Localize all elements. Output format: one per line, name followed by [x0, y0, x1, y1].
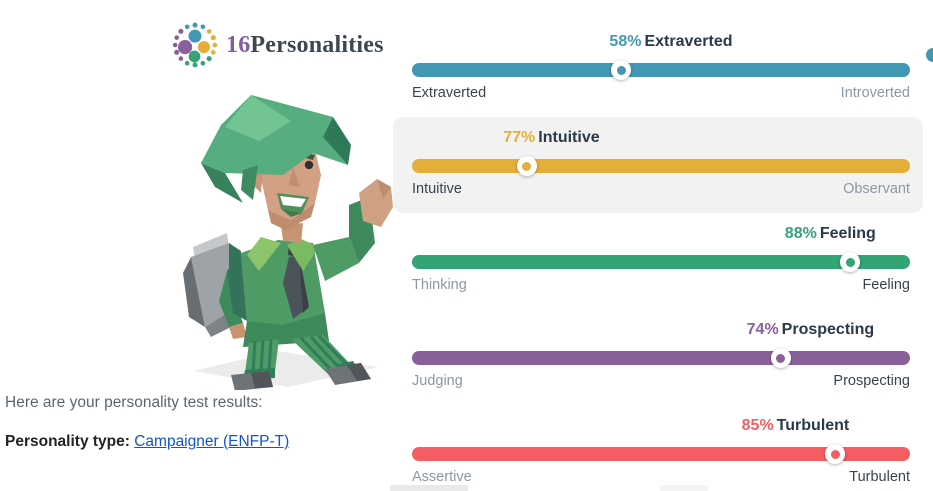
- trait-name: Prospecting: [781, 321, 875, 338]
- slider-marker[interactable]: [825, 444, 846, 464]
- slider-marker[interactable]: [516, 156, 537, 176]
- logo-wordmark: 16Personalities: [226, 32, 384, 59]
- personality-type-line: Personality type: Campaigner (ENFP-T): [5, 433, 289, 451]
- trait-name: Turbulent: [776, 417, 850, 434]
- pole-label-left: Assertive: [412, 469, 472, 485]
- site-logo[interactable]: 16Personalities: [172, 22, 384, 68]
- pole-label-right: Observant: [843, 181, 910, 197]
- trait-pole-labels: Judging Prospecting: [412, 373, 910, 389]
- results-intro-text: Here are your personality test results:: [5, 394, 263, 411]
- trait-title: 58% Extraverted: [609, 33, 732, 51]
- pole-label-left: Thinking: [412, 277, 467, 293]
- trait-name: Extraverted: [644, 33, 733, 50]
- trait-row-extraverted[interactable]: 58% Extraverted Extraverted Introverted: [393, 21, 923, 117]
- logo-16: 16: [226, 31, 251, 58]
- trait-slider-bar[interactable]: [412, 60, 910, 80]
- trait-pole-labels: Assertive Turbulent: [412, 469, 910, 485]
- trait-slider-bar[interactable]: [412, 348, 910, 368]
- trait-percent: 88%: [784, 225, 817, 242]
- trait-percent: 58%: [609, 33, 642, 50]
- trait-percent: 77%: [503, 129, 536, 146]
- trait-pole-labels: Thinking Feeling: [412, 277, 910, 293]
- trait-name: Intuitive: [538, 129, 600, 146]
- trait-row-feeling[interactable]: 88% Feeling Thinking Feeling: [393, 213, 923, 309]
- slider-marker-dot: [830, 449, 840, 459]
- trait-pole-labels: Extraverted Introverted: [412, 85, 910, 101]
- pole-label-right: Prospecting: [833, 373, 910, 389]
- trait-row-turbulent[interactable]: 85% Turbulent Assertive Turbulent: [393, 405, 923, 491]
- trait-title: 85% Turbulent: [742, 417, 850, 435]
- slider-marker[interactable]: [840, 252, 861, 272]
- slider-marker[interactable]: [770, 348, 791, 368]
- campaigner-mascot-illustration: [183, 95, 393, 390]
- trait-slider-bar[interactable]: [412, 444, 910, 464]
- slider-marker-dot: [616, 65, 626, 75]
- trait-title: 74% Prospecting: [747, 321, 875, 339]
- cutoff-element-bottom-right: [660, 485, 708, 491]
- trait-row-prospecting[interactable]: 74% Prospecting Judging Prospecting: [393, 309, 923, 405]
- pole-label-right: Turbulent: [849, 469, 910, 485]
- trait-title: 88% Feeling: [785, 225, 876, 243]
- cutoff-element-bottom-left: [390, 485, 468, 491]
- logo-dots-icon: [172, 22, 218, 68]
- logo-personalities: Personalities: [250, 31, 384, 58]
- trait-percent: 85%: [741, 417, 774, 434]
- pole-label-left: Extraverted: [412, 85, 487, 101]
- slider-marker[interactable]: [611, 60, 632, 80]
- personality-type-link[interactable]: Campaigner (ENFP-T): [134, 433, 290, 450]
- slider-marker-dot: [522, 161, 532, 171]
- pole-label-left: Intuitive: [412, 181, 462, 197]
- slider-marker-dot: [845, 257, 855, 267]
- trait-pole-labels: Intuitive Observant: [412, 181, 910, 197]
- personality-type-label: Personality type:: [5, 433, 130, 450]
- trait-slider-bar[interactable]: [412, 252, 910, 272]
- cutoff-bar-right-edge: [926, 48, 933, 62]
- trait-title: 77% Intuitive: [503, 129, 599, 147]
- trait-slider-bar[interactable]: [412, 156, 910, 176]
- slider-marker-dot: [776, 353, 786, 363]
- pole-label-right: Introverted: [840, 85, 910, 101]
- pole-label-right: Feeling: [862, 277, 910, 293]
- trait-row-intuitive[interactable]: 77% Intuitive Intuitive Observant: [393, 117, 923, 213]
- trait-percent: 74%: [746, 321, 779, 338]
- trait-name: Feeling: [819, 225, 876, 242]
- pole-label-left: Judging: [412, 373, 463, 389]
